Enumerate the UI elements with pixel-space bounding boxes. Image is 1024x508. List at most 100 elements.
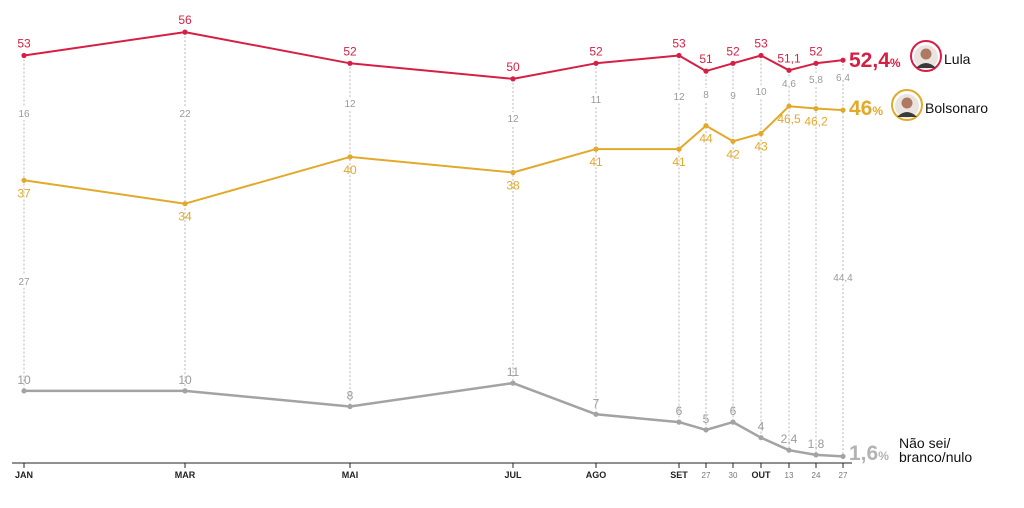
gap-label-bg	[724, 89, 742, 102]
nao-sei-data-label: 10	[178, 373, 192, 387]
nao-sei-point	[758, 435, 764, 441]
gap-label-bg	[670, 90, 688, 103]
nao-sei-end-name: Não sei/	[899, 435, 950, 451]
nao-sei-data-label: 10	[17, 373, 31, 387]
lula-data-label: 52	[726, 44, 740, 58]
gap-label-bg	[587, 93, 605, 106]
nao-sei-data-label: 6	[676, 404, 683, 418]
lula-end-value: 52,4%	[849, 49, 901, 72]
lula-point	[510, 76, 516, 82]
gap-label: 12	[673, 92, 685, 103]
bolsonaro-point	[182, 201, 188, 207]
nao-sei-data-label: 11	[507, 365, 520, 379]
gap-label-bg	[752, 85, 770, 98]
nao-sei-point	[703, 427, 709, 433]
gap-label: 12	[507, 114, 519, 125]
nao-sei-data-label: 7	[593, 396, 600, 410]
gap-label: 10	[755, 87, 767, 98]
gap-label-bg	[834, 71, 852, 84]
gap-label-bg	[341, 97, 359, 110]
bolsonaro-line	[23, 105, 844, 205]
lula-point	[182, 29, 188, 35]
lula-point	[676, 52, 682, 59]
bolsonaro-point	[730, 138, 736, 144]
lula-avatar-face	[920, 48, 932, 60]
lula-data-label: 52	[343, 44, 357, 58]
bolsonaro-data-label: 38	[506, 179, 520, 193]
lula-end-name: Lula	[944, 51, 971, 67]
lula-data-label: 50	[506, 60, 520, 74]
bolsonaro-point	[840, 107, 846, 113]
gap-label: 22	[179, 109, 191, 120]
nao-sei-data-label: 4	[758, 420, 765, 434]
gap-label-bg	[176, 107, 194, 120]
lula-point	[813, 60, 819, 66]
bolsonaro-data-label: 44	[699, 132, 713, 146]
bolsonaro-end-name: Bolsonaro	[925, 100, 988, 116]
nao-sei-point	[510, 380, 516, 386]
gap-label-bg	[15, 107, 33, 120]
lula-data-label: 52	[809, 44, 823, 58]
bolsonaro-point	[758, 130, 764, 137]
lula-data-label: 51,1	[777, 51, 801, 65]
nao-sei-data-label: 1,8	[808, 437, 825, 451]
nao-sei-point	[182, 388, 188, 394]
bolsonaro-data-label: 46,2	[804, 115, 828, 129]
lula-point	[730, 60, 736, 66]
gap-label-bg	[697, 88, 715, 101]
nao-sei-line	[24, 381, 844, 458]
lula-point	[21, 52, 27, 59]
x-tick-label: OUT	[752, 470, 772, 480]
bolsonaro-point	[593, 146, 599, 152]
nao-sei-end-unit: %	[878, 449, 889, 463]
gap-label: 9	[730, 91, 736, 102]
lula-data-label: 53	[672, 37, 686, 51]
lula-end-unit: %	[890, 56, 901, 70]
x-tick-label: 27	[839, 471, 848, 480]
x-tick-label: MAR	[175, 470, 196, 480]
bolsonaro-point	[510, 169, 516, 176]
x-tick-label: 24	[812, 471, 821, 480]
bolsonaro-point	[703, 123, 709, 129]
bolsonaro-end-unit: %	[872, 104, 883, 118]
bolsonaro-data-label: 34	[178, 210, 192, 224]
bolsonaro-data-label: 41	[672, 155, 686, 169]
bolsonaro-point	[21, 177, 27, 183]
nao-sei-point	[593, 411, 599, 417]
bolsonaro-end-value: 46%	[849, 97, 883, 120]
lula-data-label: 53	[754, 37, 768, 51]
bolsonaro-data-label: 42	[726, 147, 740, 161]
nao-sei-point	[21, 388, 27, 394]
nao-sei-point	[347, 403, 353, 410]
nao-sei-end-name: branco/nulo	[899, 449, 972, 465]
gap-label: 11	[591, 95, 602, 106]
bolsonaro-point	[676, 146, 682, 152]
x-tick-label: JAN	[15, 470, 33, 480]
bolsonaro-avatar-face	[901, 97, 913, 109]
nao-sei-point	[676, 419, 682, 425]
bolsonaro-data-label: 40	[343, 163, 357, 177]
nao-sei-point	[840, 453, 846, 460]
bolsonaro-data-label: 43	[754, 140, 768, 154]
gap-label: 27	[18, 277, 30, 288]
lula-point	[840, 57, 846, 63]
gap-label-bg	[780, 77, 798, 90]
x-tick-label: 30	[729, 471, 738, 480]
nao-sei-data-label: 5	[703, 412, 710, 426]
lula-point	[703, 68, 709, 74]
gap-label: 8	[703, 90, 709, 101]
lula-point	[758, 52, 764, 59]
nao-sei-end-value: 1,6%	[849, 442, 889, 465]
lula-avatar-shoulders	[916, 63, 936, 68]
gap-label-bg	[833, 271, 853, 284]
bolsonaro-point	[813, 105, 819, 112]
bolsonaro-data-label: 46,5	[777, 112, 801, 126]
x-tick-label: 13	[785, 471, 794, 480]
gap-label: 5,8	[809, 75, 823, 86]
bolsonaro-data-label: 41	[589, 155, 603, 169]
lula-data-label: 56	[178, 13, 192, 27]
lula-point	[593, 60, 599, 66]
x-tick-label: 27	[702, 471, 711, 480]
